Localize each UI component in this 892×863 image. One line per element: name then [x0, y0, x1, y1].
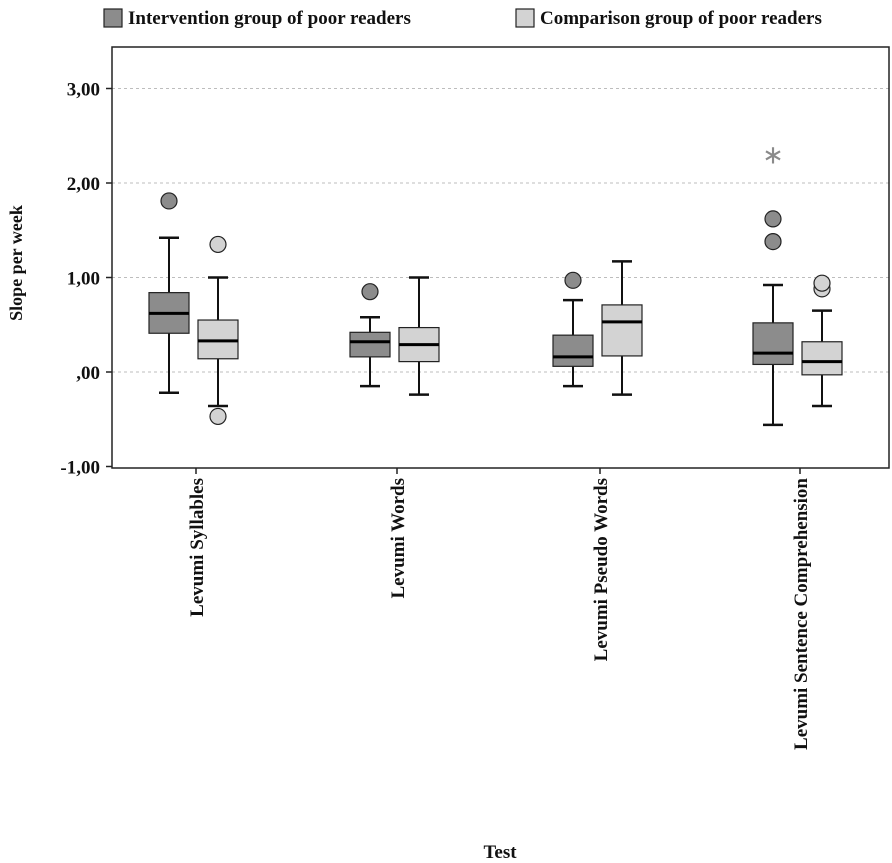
outlier-point: [564, 271, 582, 289]
box-group: [197, 235, 239, 426]
legend-swatch-comparison: [515, 8, 535, 28]
y-axis-title: Slope per week: [6, 205, 26, 321]
outlier-point: [209, 407, 227, 426]
extreme-point: ∗: [762, 141, 784, 171]
outlier-point: [361, 283, 379, 301]
box-group: [398, 276, 440, 396]
y-tick-label: 3,00: [67, 80, 100, 101]
plot-frame: [111, 46, 890, 469]
legend-swatch-intervention: [103, 8, 123, 28]
box-group: ∗: [752, 141, 794, 427]
x-tick-label: Levumi Sentence Comprehension: [791, 478, 812, 750]
box-iqr: [601, 304, 643, 357]
box-iqr: [349, 331, 391, 358]
box-group: [601, 260, 643, 396]
box-iqr: [552, 334, 594, 367]
box-iqr: [801, 341, 843, 376]
x-tick-label: Levumi Words: [388, 478, 409, 599]
box-group: [801, 274, 843, 408]
y-tick-label: ,00: [76, 363, 100, 384]
boxes: ∗: [148, 141, 843, 427]
y-tick-label: -1,00: [60, 458, 100, 479]
y-tick-label: 1,00: [67, 269, 100, 290]
x-axis-categories: Levumi Syllables Levumi Words Levumi Pseud…: [187, 468, 812, 750]
box-group: [349, 283, 391, 388]
legend-label-comparison: Comparison group of poor readers: [540, 8, 822, 29]
box-group: [552, 271, 594, 388]
outlier-point: [764, 210, 782, 228]
box-group: [148, 192, 190, 395]
legend-label-intervention: Intervention group of poor readers: [128, 8, 411, 29]
outlier-point: [160, 192, 178, 210]
x-tick-label: Levumi Pseudo Words: [591, 478, 612, 661]
x-tick-label: Levumi Syllables: [187, 478, 208, 617]
outlier-point: [764, 232, 782, 251]
outlier-point: [813, 274, 831, 292]
outlier-point: [209, 235, 227, 254]
y-tick-label: 2,00: [67, 174, 100, 195]
x-axis-title: Test: [483, 842, 517, 863]
y-axis-ticks: -1,00 ,00 1,00 2,00 3,00: [60, 80, 112, 479]
box-iqr: [752, 322, 794, 366]
legend: Intervention group of poor readers Compa…: [103, 8, 822, 29]
